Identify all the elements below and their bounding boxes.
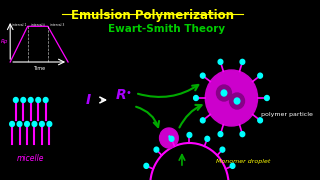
Circle shape (47, 122, 52, 127)
Circle shape (154, 147, 159, 152)
Circle shape (234, 98, 240, 104)
Circle shape (230, 163, 235, 168)
Circle shape (25, 122, 29, 127)
Circle shape (220, 147, 225, 152)
Circle shape (229, 93, 244, 109)
Text: •: • (126, 88, 132, 98)
Text: Time: Time (33, 66, 45, 71)
Circle shape (187, 132, 192, 138)
Circle shape (200, 118, 205, 123)
Text: polymer particle: polymer particle (261, 112, 313, 117)
Text: interval 1: interval 1 (12, 23, 26, 27)
Circle shape (32, 122, 37, 127)
Text: interval 3: interval 3 (51, 23, 65, 27)
Circle shape (40, 122, 44, 127)
Circle shape (36, 98, 41, 102)
Circle shape (218, 132, 223, 137)
Circle shape (160, 128, 178, 148)
Text: •: • (166, 134, 171, 143)
Circle shape (221, 90, 227, 96)
Circle shape (43, 98, 48, 102)
Circle shape (217, 85, 231, 101)
Text: Rp: Rp (1, 39, 8, 44)
Circle shape (10, 122, 14, 127)
Circle shape (144, 163, 148, 168)
Circle shape (265, 96, 269, 100)
Circle shape (205, 70, 258, 126)
Text: Ewart-Smith Theory: Ewart-Smith Theory (108, 24, 225, 34)
Circle shape (200, 73, 205, 78)
Circle shape (28, 98, 33, 102)
Text: R: R (116, 88, 127, 102)
Text: micelle: micelle (17, 154, 44, 163)
Circle shape (205, 136, 210, 141)
Text: Emulsion Polymerization: Emulsion Polymerization (71, 9, 234, 22)
Circle shape (218, 59, 223, 64)
Text: Monomer droplet: Monomer droplet (216, 159, 270, 163)
Circle shape (17, 122, 22, 127)
Text: interval ii: interval ii (31, 23, 45, 27)
Circle shape (258, 118, 262, 123)
Circle shape (194, 96, 198, 100)
Circle shape (169, 136, 174, 141)
Circle shape (240, 132, 245, 137)
Circle shape (13, 98, 18, 102)
Text: I: I (86, 93, 91, 107)
Circle shape (21, 98, 26, 102)
Circle shape (258, 73, 262, 78)
Circle shape (240, 59, 245, 64)
